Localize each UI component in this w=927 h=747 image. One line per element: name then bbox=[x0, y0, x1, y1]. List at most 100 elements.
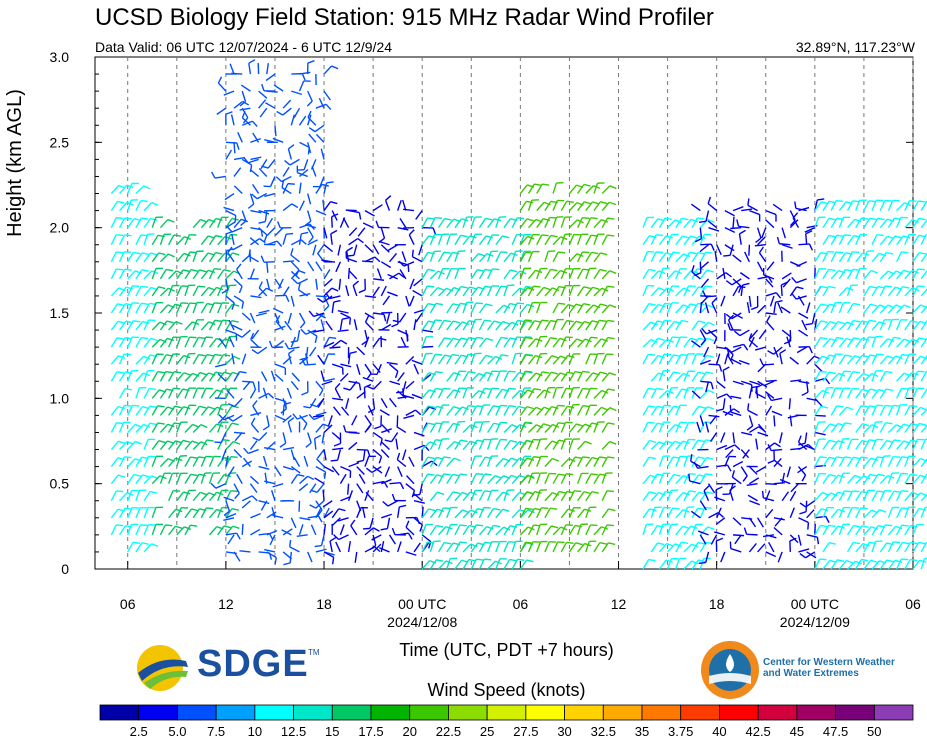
wind-barb bbox=[118, 422, 125, 433]
x-tick-label: 00 UTC bbox=[791, 596, 839, 612]
wind-barb bbox=[323, 287, 333, 297]
wind-barb bbox=[151, 422, 159, 433]
wind-barb bbox=[118, 525, 127, 536]
wind-barb bbox=[110, 457, 119, 468]
wind-barb bbox=[184, 321, 193, 331]
wind-barb-flag bbox=[427, 405, 436, 409]
wind-barb bbox=[395, 438, 399, 450]
wind-barb bbox=[421, 506, 424, 518]
colorbar-swatch bbox=[331, 704, 372, 721]
wind-barb bbox=[380, 541, 385, 553]
wind-barb bbox=[167, 388, 174, 399]
wind-barb bbox=[470, 269, 478, 280]
wind-barb-flag bbox=[190, 524, 198, 527]
wind-barb bbox=[336, 449, 342, 461]
wind-barb bbox=[470, 372, 480, 382]
wind-barb bbox=[135, 424, 144, 433]
wind-barb bbox=[421, 285, 428, 297]
wind-barb bbox=[364, 415, 372, 425]
wind-barb bbox=[248, 63, 252, 75]
wind-barb-flag bbox=[183, 406, 191, 410]
wind-barb bbox=[218, 337, 227, 348]
wind-barb bbox=[356, 466, 365, 476]
colorbar-tick-label: 30 bbox=[557, 724, 571, 739]
wind-barb-flag bbox=[132, 404, 140, 407]
wind-barb-flag bbox=[427, 285, 435, 288]
wind-barb bbox=[307, 261, 315, 272]
wind-barb bbox=[192, 405, 200, 416]
wind-barb-flag bbox=[453, 337, 461, 341]
wind-barb-flag bbox=[302, 423, 308, 431]
wind-barb bbox=[421, 336, 427, 348]
wind-barb bbox=[334, 388, 342, 399]
wind-barb bbox=[118, 353, 125, 365]
wind-barb bbox=[119, 184, 128, 194]
wind-barb bbox=[208, 338, 217, 348]
wind-barb bbox=[307, 142, 312, 154]
wind-barb bbox=[402, 199, 407, 211]
wind-barb bbox=[454, 337, 462, 348]
wind-barb bbox=[337, 329, 349, 333]
wind-barb bbox=[143, 234, 149, 245]
wind-barb-flag bbox=[502, 320, 510, 325]
wind-barb bbox=[337, 309, 349, 314]
wind-barb-flag bbox=[443, 473, 451, 476]
wind-barb bbox=[429, 319, 436, 331]
wind-barb bbox=[356, 448, 368, 451]
wind-barb bbox=[176, 252, 185, 263]
wind-barb-flag bbox=[200, 491, 208, 496]
wind-barb bbox=[151, 389, 160, 399]
wind-barb bbox=[351, 415, 358, 426]
wind-barb bbox=[225, 336, 230, 348]
colorbar-tick-label: 25 bbox=[480, 724, 494, 739]
wind-barb bbox=[462, 371, 470, 382]
wind-barb bbox=[323, 449, 327, 461]
wind-barb bbox=[127, 183, 133, 194]
wind-barb bbox=[462, 543, 472, 553]
wind-barb bbox=[159, 388, 168, 399]
wind-barb-flag bbox=[427, 268, 435, 272]
wind-barb bbox=[272, 137, 284, 143]
wind-barb bbox=[223, 517, 235, 521]
wind-barb bbox=[413, 542, 421, 553]
wind-barb bbox=[223, 90, 235, 96]
wind-barb bbox=[345, 285, 350, 297]
wind-barb-flag bbox=[443, 319, 452, 323]
wind-barb bbox=[422, 329, 434, 333]
wind-barb bbox=[342, 217, 350, 228]
wind-barb bbox=[309, 483, 317, 494]
wind-barb bbox=[340, 363, 352, 368]
wind-barb bbox=[151, 371, 159, 382]
wind-barb bbox=[307, 432, 312, 444]
wind-barb bbox=[350, 525, 358, 536]
wind-barb-flag bbox=[216, 389, 224, 393]
wind-barb bbox=[127, 474, 135, 485]
wind-barb-flag bbox=[452, 320, 461, 324]
wind-barb bbox=[266, 217, 274, 229]
wind-barb bbox=[200, 354, 208, 365]
wind-barb-flag bbox=[173, 387, 181, 390]
wind-barb bbox=[143, 524, 150, 536]
wind-barb bbox=[287, 421, 292, 433]
wind-barb bbox=[143, 303, 151, 314]
colorbar-tick-label: 10 bbox=[248, 724, 262, 739]
wind-barb bbox=[225, 141, 237, 144]
wind-barb-flag bbox=[190, 473, 198, 477]
wind-barb-flag bbox=[252, 381, 256, 390]
wind-barb bbox=[405, 483, 415, 492]
wind-barb bbox=[225, 508, 233, 519]
wind-barb bbox=[487, 234, 493, 246]
wind-barb bbox=[241, 523, 244, 535]
wind-barb bbox=[118, 388, 126, 399]
colorbar-tick-label: 20 bbox=[402, 724, 416, 739]
wind-barb bbox=[239, 107, 251, 111]
wind-barb bbox=[307, 227, 314, 238]
wind-barb bbox=[249, 312, 256, 324]
wind-barb bbox=[274, 312, 280, 324]
wind-barb-flag bbox=[374, 425, 382, 430]
wind-barb bbox=[262, 455, 268, 467]
wind-barb bbox=[159, 253, 169, 263]
wind-barb bbox=[250, 156, 262, 161]
wind-barb bbox=[226, 389, 235, 399]
wind-barb bbox=[389, 380, 401, 386]
